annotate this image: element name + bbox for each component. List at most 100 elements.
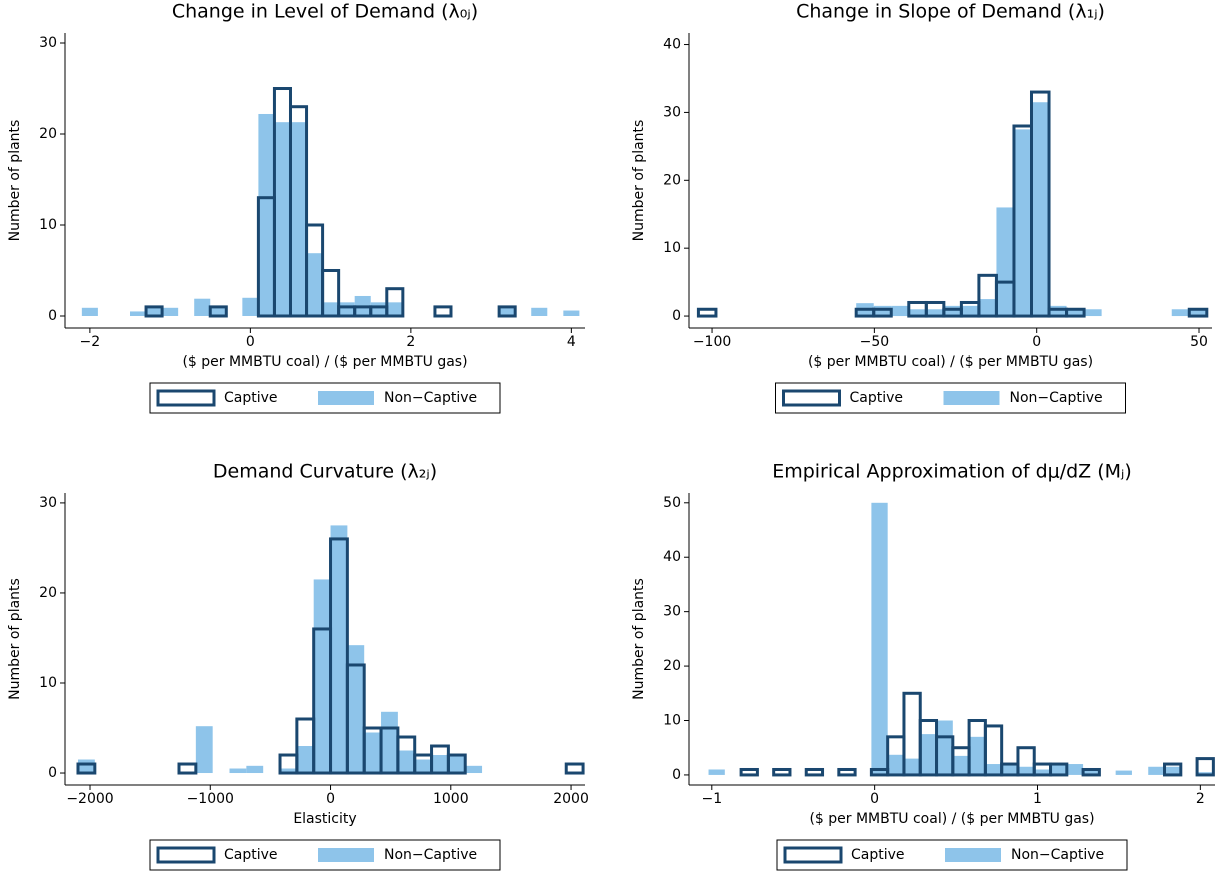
bar <box>983 724 1004 777</box>
bar <box>465 765 483 774</box>
bar <box>397 750 415 774</box>
legend-label: Captive <box>851 847 905 863</box>
bar <box>1189 309 1207 317</box>
bar <box>908 309 927 317</box>
bar <box>1029 90 1051 318</box>
bar <box>1049 305 1067 317</box>
panel: 0 10 20 30 40 50 −1 0 1 2 Empirical Approximation … <box>631 461 1215 871</box>
chart-title: Change in Slope of Demand (λ₁ⱼ) <box>796 1 1105 23</box>
bar <box>497 305 517 318</box>
bar <box>385 287 405 318</box>
bar <box>313 579 331 774</box>
legend-label: Captive <box>224 390 278 406</box>
y-tick-label: 20 <box>39 585 57 601</box>
bar <box>288 105 309 318</box>
y-tick-label: 40 <box>663 37 681 53</box>
x-tick-label: 0 <box>326 791 335 807</box>
bar <box>872 307 893 318</box>
y-tick-label: 0 <box>672 767 681 783</box>
bar <box>1065 307 1086 318</box>
bar <box>280 768 297 774</box>
bar <box>210 306 227 316</box>
bar <box>873 305 892 317</box>
bar <box>871 502 888 775</box>
y-axis-label: Number of plants <box>631 120 647 242</box>
bar <box>414 759 432 774</box>
bar <box>996 207 1014 317</box>
bar <box>961 305 979 317</box>
bar <box>1017 766 1035 775</box>
bar <box>952 755 970 775</box>
y-tick-label: 0 <box>48 765 57 781</box>
chart-title: Change in Level of Demand (λ₀ⱼ) <box>172 1 478 23</box>
bar <box>322 302 339 316</box>
legend-swatch <box>318 848 374 862</box>
y-tick-label: 0 <box>48 308 57 324</box>
x-tick-label: −1 <box>701 791 722 807</box>
bar <box>290 122 307 316</box>
bar <box>1164 766 1181 775</box>
legend-swatch <box>943 391 1000 405</box>
y-tick-label: 20 <box>663 172 681 188</box>
bar <box>195 726 213 774</box>
y-tick-label: 30 <box>663 604 681 620</box>
bar <box>345 663 366 775</box>
bar <box>985 764 1002 775</box>
legend-swatch <box>318 391 374 405</box>
bar <box>1171 309 1190 317</box>
y-axis-label: Number of plants <box>7 120 23 242</box>
x-tick-label: 0 <box>870 791 879 807</box>
bar <box>338 302 355 316</box>
bar <box>499 307 516 316</box>
y-tick-label: 30 <box>39 495 57 511</box>
legend-swatch <box>156 846 216 864</box>
legend-box <box>149 839 501 871</box>
bar <box>1050 764 1067 775</box>
x-tick-label: 1 <box>1033 791 1042 807</box>
bar <box>330 525 348 774</box>
bar <box>194 298 211 316</box>
bar <box>1115 770 1132 775</box>
bar <box>146 307 163 316</box>
x-tick-label: 2000 <box>553 791 589 807</box>
y-tick-label: 40 <box>663 549 681 565</box>
bar <box>448 755 466 774</box>
bar <box>920 734 937 775</box>
chart-title: Empirical Approximation of dμ/dZ (Mⱼ) <box>772 461 1132 483</box>
bar <box>804 767 825 777</box>
bar <box>1034 769 1051 775</box>
bar <box>1066 309 1085 317</box>
bar <box>696 307 718 318</box>
bar <box>1084 309 1102 317</box>
bar <box>978 299 997 317</box>
y-tick-label: 30 <box>663 104 681 120</box>
x-axis-label: Elasticity <box>293 811 356 827</box>
y-tick-label: 10 <box>663 713 681 729</box>
panel: 0 10 20 30 −2 0 2 4 Change in Level of Demand (λ… <box>7 1 585 414</box>
bar <box>531 307 548 316</box>
x-tick-label: 0 <box>1032 334 1041 350</box>
y-axis-label: Number of plants <box>7 578 23 700</box>
x-tick-label: −100 <box>693 334 731 350</box>
legend-label: Non−Captive <box>1010 390 1103 406</box>
bar <box>772 767 792 777</box>
y-tick-label: 10 <box>39 675 57 691</box>
legend-swatch <box>945 848 1001 862</box>
bar <box>1083 769 1100 775</box>
legend-label: Non−Captive <box>384 847 477 863</box>
bar <box>77 759 95 774</box>
bar <box>1066 764 1084 775</box>
bar <box>891 305 909 317</box>
bar <box>229 768 247 774</box>
bar <box>926 309 944 317</box>
bar <box>1013 129 1032 317</box>
bar <box>76 762 97 775</box>
bar <box>329 537 349 775</box>
y-tick-label: 20 <box>663 658 681 674</box>
bar <box>708 769 725 775</box>
bar <box>130 311 147 316</box>
y-axis-label: Number of plants <box>631 578 647 700</box>
bar <box>1049 762 1069 777</box>
bar <box>433 305 453 318</box>
